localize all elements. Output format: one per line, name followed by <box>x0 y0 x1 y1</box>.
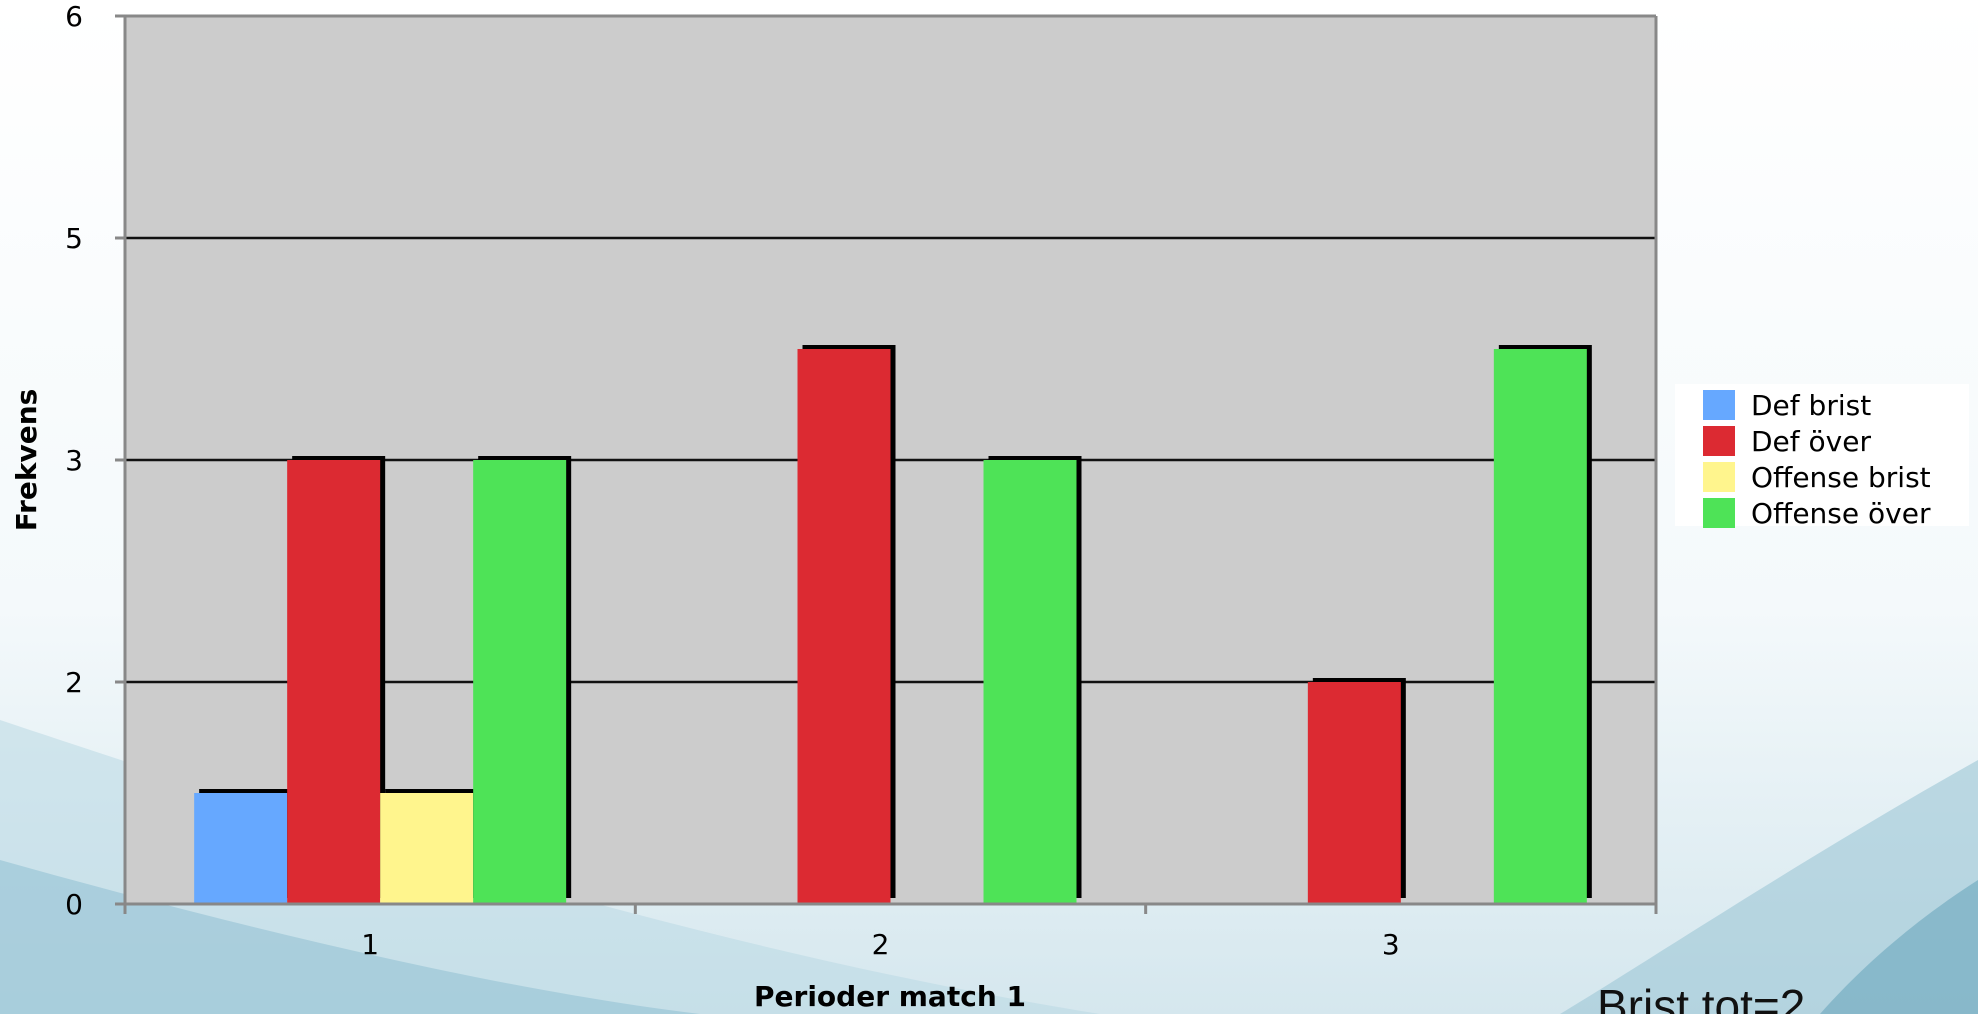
y-tick-label: 2 <box>65 666 83 699</box>
legend-swatch <box>1703 390 1735 420</box>
bar-def-brist-cat-1 <box>194 793 288 904</box>
bar-def-ver-cat-3 <box>1307 682 1401 904</box>
bar-def-ver-cat-1 <box>287 460 381 904</box>
x-axis-title: Perioder match 1 <box>754 980 1026 1013</box>
y-axis-title: Frekvens <box>10 389 43 532</box>
legend-label: Offense över <box>1751 497 1931 530</box>
x-tick-label: 3 <box>1382 928 1400 961</box>
legend-swatch <box>1703 462 1735 492</box>
bar-offense-ver-cat-3 <box>1493 349 1587 904</box>
bar-offense-ver-cat-1 <box>473 460 567 904</box>
brist-total-annotation: Brist tot=2 <box>1597 980 1805 1014</box>
legend-swatch <box>1703 426 1735 456</box>
y-tick-label: 3 <box>65 444 83 477</box>
y-tick-label: 6 <box>65 0 83 33</box>
legend-label: Offense brist <box>1751 461 1931 494</box>
legend-label: Def över <box>1751 425 1871 458</box>
legend-swatch <box>1703 498 1735 528</box>
legend-label: Def brist <box>1751 389 1871 422</box>
bar-offense-ver-cat-2 <box>983 460 1077 904</box>
y-tick-label: 5 <box>65 222 83 255</box>
bar-offense-brist-cat-1 <box>380 793 474 904</box>
y-tick-label: 0 <box>65 888 83 921</box>
bar-def-ver-cat-2 <box>797 349 891 904</box>
x-tick-label: 2 <box>872 928 890 961</box>
x-tick-label: 1 <box>361 928 379 961</box>
